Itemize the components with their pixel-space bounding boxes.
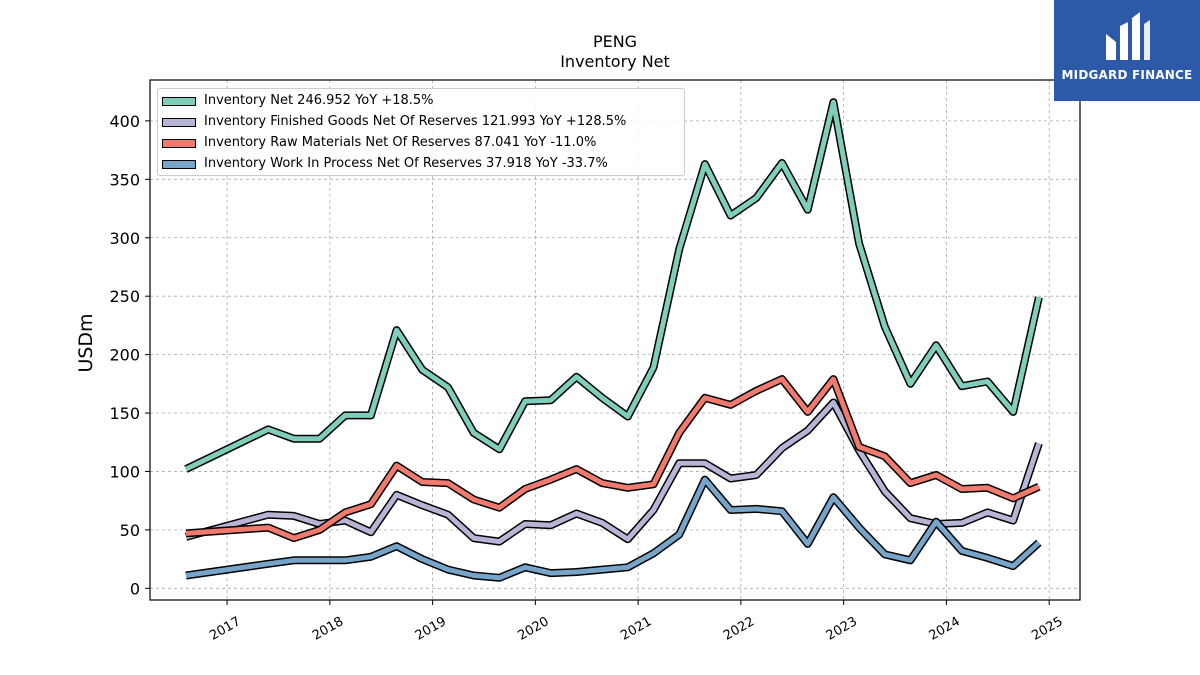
y-tick-label: 350 (109, 170, 140, 189)
legend-swatch (162, 160, 196, 169)
series-line-3 (185, 477, 1041, 581)
chart-subtitle: Inventory Net (560, 52, 670, 71)
x-tick-label: 2025 (1029, 614, 1065, 644)
y-axis-label: USDm (75, 313, 97, 372)
x-tick-label: 2019 (413, 614, 449, 644)
x-tick-label: 2021 (618, 614, 654, 644)
series-line-1 (185, 400, 1042, 545)
y-tick-label: 150 (109, 404, 140, 423)
y-tick-label: 250 (109, 287, 140, 306)
y-tick-label: 0 (130, 579, 140, 598)
y-tick-label: 200 (109, 346, 140, 365)
legend-swatch (162, 139, 196, 148)
x-tick-label: 2018 (310, 614, 346, 644)
legend-label: Inventory Raw Materials Net Of Reserves … (204, 135, 597, 150)
legend-label: Inventory Finished Goods Net Of Reserves… (204, 114, 627, 129)
x-tick-label: 2017 (207, 614, 243, 644)
x-tick-label: 2022 (721, 614, 757, 644)
x-tick-label: 2023 (824, 614, 860, 644)
legend-label: Inventory Net 246.952 YoY +18.5% (204, 93, 434, 108)
logo-text: MIDGARD FINANCE (1061, 68, 1193, 82)
y-tick-label: 100 (109, 462, 140, 481)
logo-mark-icon (1106, 12, 1150, 60)
chart-title: PENG (592, 32, 638, 51)
y-tick-label: 50 (120, 521, 140, 540)
plot-frame (149, 79, 1081, 601)
midgard-finance-logo: MIDGARD FINANCE (1054, 0, 1200, 101)
x-tick-label: 2020 (516, 614, 552, 644)
series-line-0 (184, 99, 1042, 472)
legend: Inventory Net 246.952 YoY +18.5% Invento… (157, 88, 685, 176)
y-tick-label: 300 (109, 229, 140, 248)
x-tick-label: 2024 (927, 614, 963, 644)
y-tick-label: 400 (109, 112, 140, 131)
series-line-2 (185, 376, 1040, 541)
legend-label: Inventory Work In Process Net Of Reserve… (204, 156, 608, 171)
legend-swatch (162, 97, 196, 106)
series-layer (184, 98, 1043, 582)
legend-swatch (162, 118, 196, 127)
